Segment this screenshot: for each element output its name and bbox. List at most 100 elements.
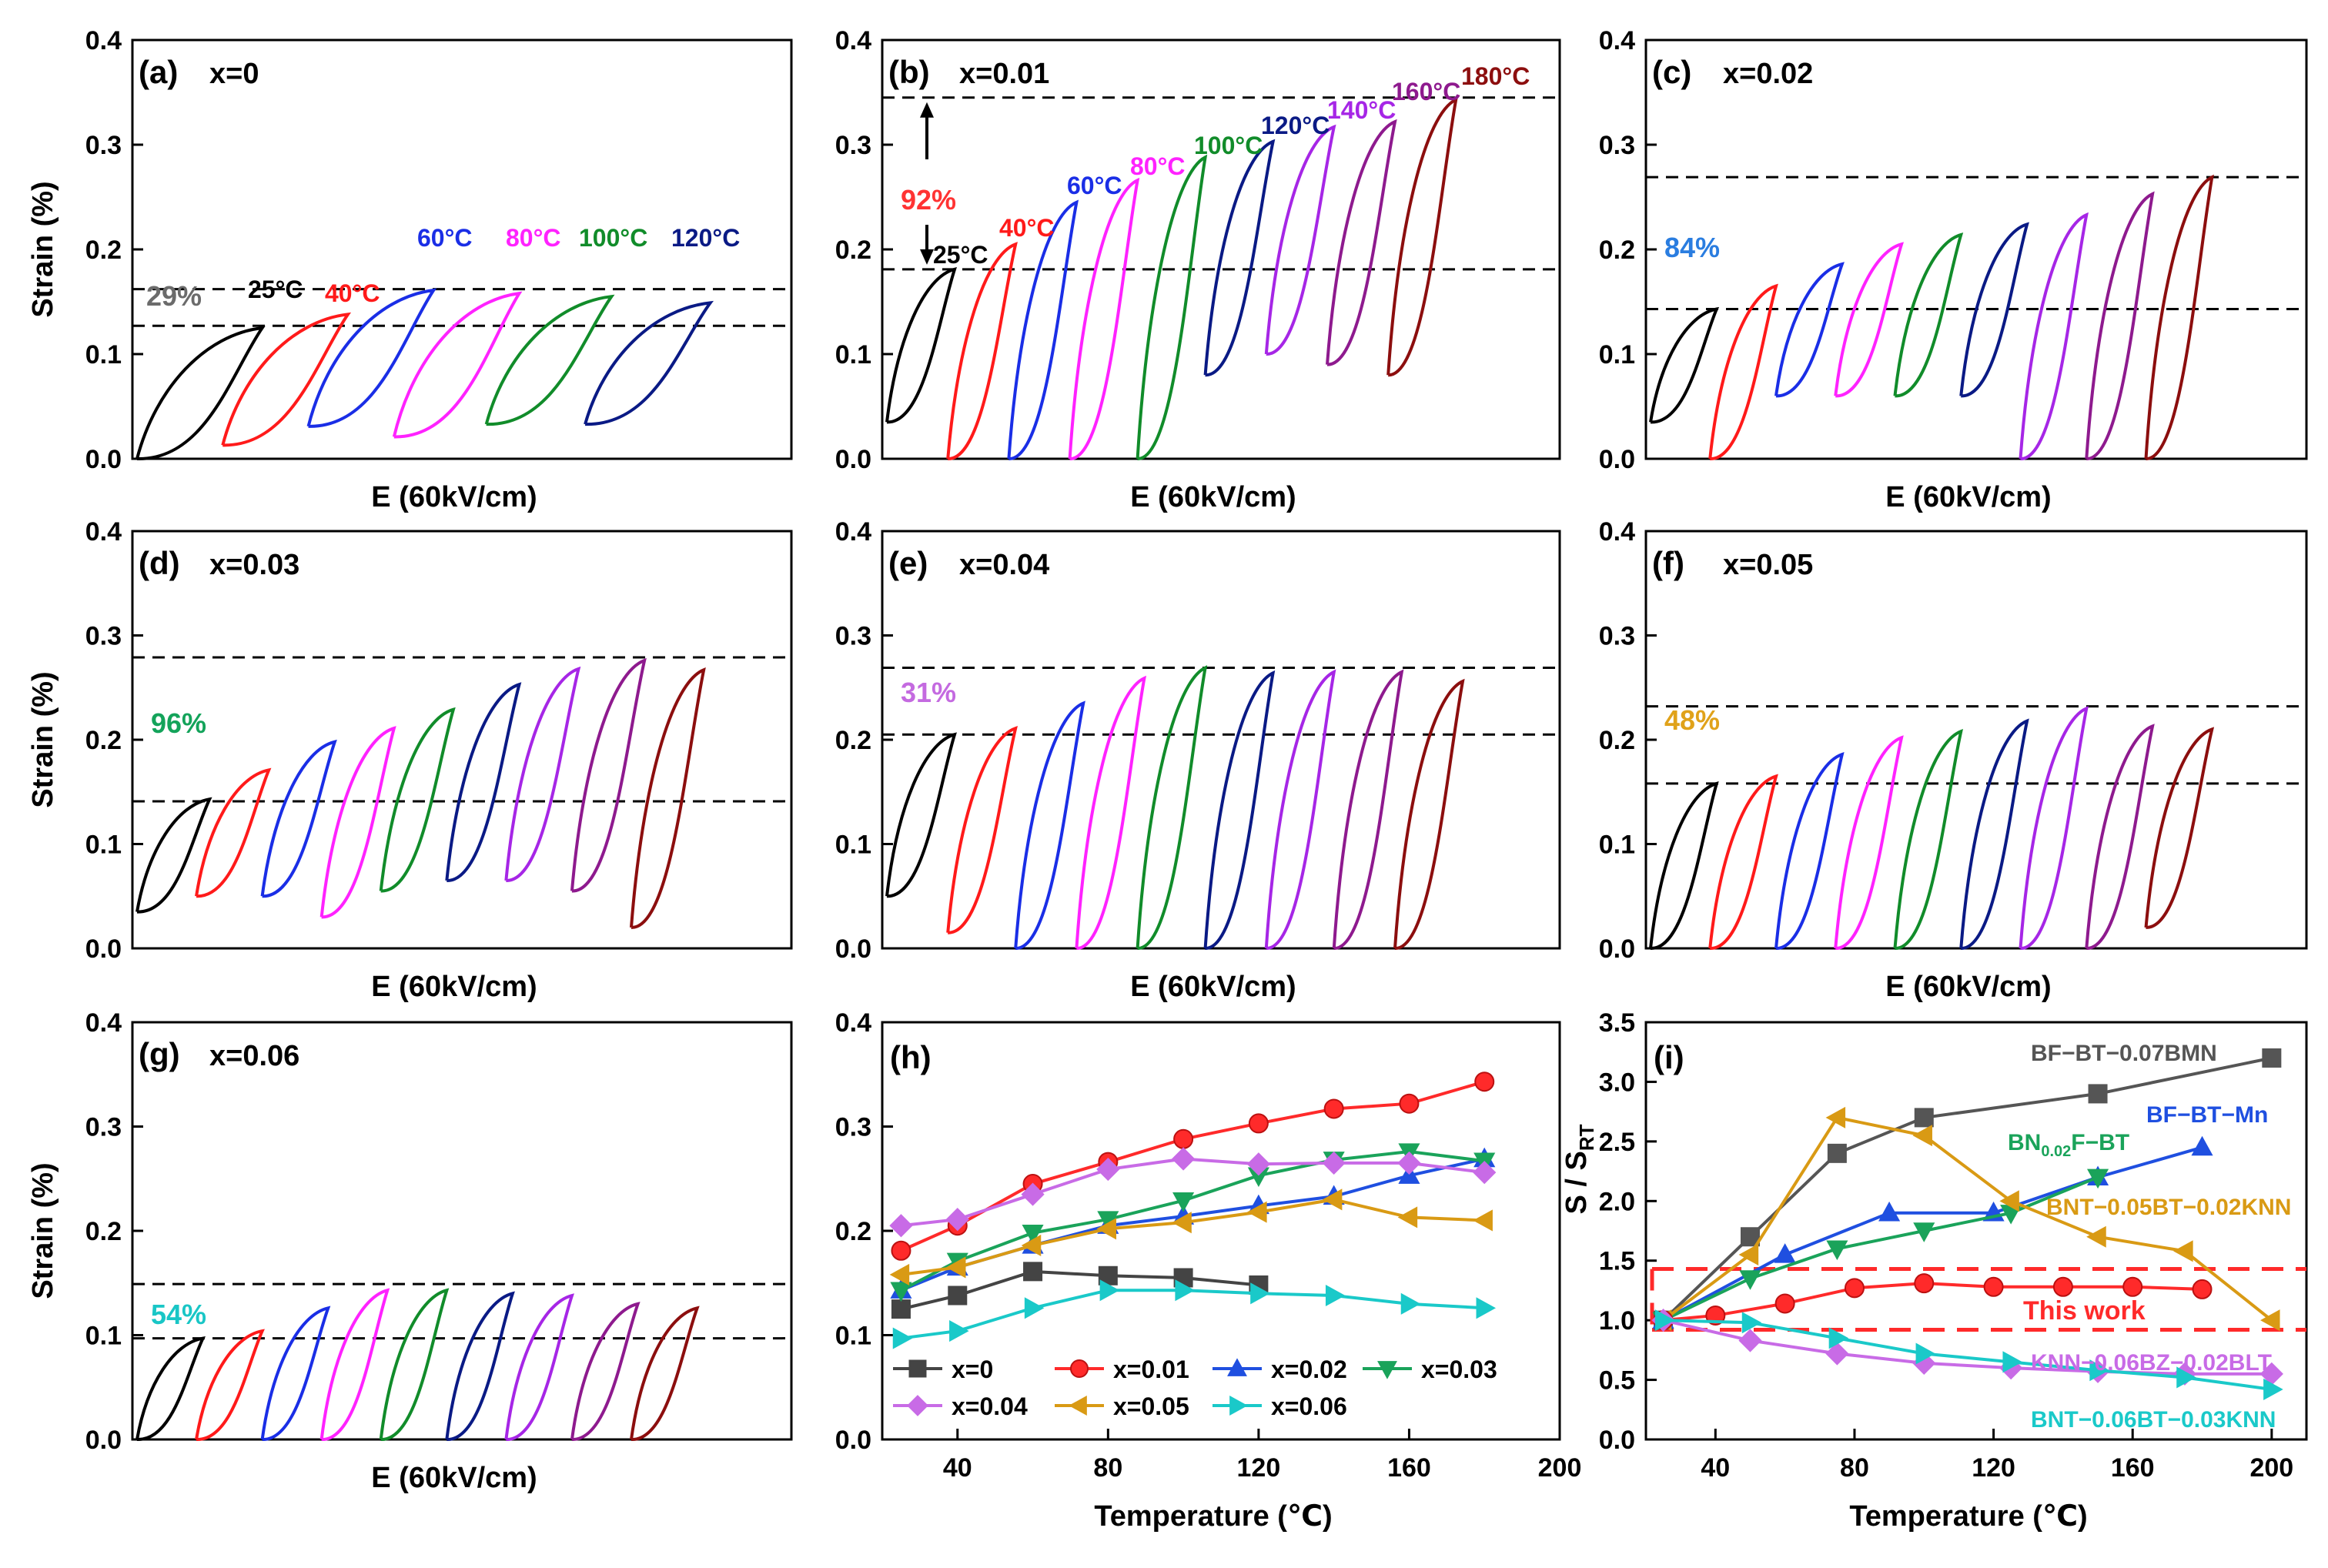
- composition-label: x=0.03: [209, 549, 299, 581]
- data-point: [2086, 1225, 2106, 1248]
- temperature-label: 140°C: [1327, 96, 1396, 124]
- series-label: BN0.02F−BT: [2008, 1130, 2129, 1160]
- data-point: [1983, 1276, 2004, 1297]
- data-point: [1250, 1282, 1270, 1305]
- y-axis-label: Strain (%): [27, 1162, 59, 1299]
- strain-loop-100C: [484, 294, 615, 426]
- strain-loop-160C: [570, 1302, 641, 1442]
- data-point: [889, 1214, 913, 1238]
- y-tick-label: 0.2: [85, 236, 122, 265]
- panel-label: (b): [888, 54, 930, 90]
- strain-loop-140C: [1264, 124, 1336, 356]
- y-tick-label: 0.0: [85, 445, 122, 474]
- series-label-tail: F−BT: [2071, 1130, 2129, 1155]
- strain-loop-100C: [1136, 665, 1208, 951]
- temperature-label: 80°C: [506, 224, 561, 252]
- legend-label: x=0.03: [1421, 1356, 1497, 1383]
- temperature-label: 80°C: [1130, 152, 1186, 180]
- data-point: [1397, 1206, 1418, 1229]
- series-line: [1662, 1145, 2203, 1322]
- strain-loop-60C: [260, 739, 337, 898]
- strain-loop-80C: [392, 291, 523, 439]
- strain-loop-80C: [319, 1288, 390, 1442]
- strain-gap-percent: 84%: [1664, 232, 1720, 263]
- plot-frame: [881, 530, 1561, 950]
- x-axis-label: E (60kV/cm): [371, 1462, 537, 1494]
- x-tick-label: 120: [1237, 1453, 1281, 1483]
- temperature-label: 40°C: [325, 279, 380, 307]
- data-point: [1476, 1297, 1497, 1319]
- y-tick-label: 0.5: [1599, 1366, 1635, 1396]
- y-tick-label: 0.2: [1599, 726, 1635, 755]
- data-point: [889, 1263, 910, 1285]
- y-tick-label: 0.3: [85, 131, 122, 160]
- data-point: [1248, 1113, 1269, 1134]
- data-point: [948, 1285, 968, 1306]
- strain-loop-60C: [260, 1306, 331, 1442]
- data-point: [1400, 1292, 1421, 1315]
- data-point: [2089, 1359, 2109, 1382]
- data-point: [1825, 1342, 1849, 1366]
- strain-loop-60C: [1014, 700, 1085, 951]
- data-point: [1070, 1359, 1089, 1378]
- data-point: [1322, 1151, 1346, 1175]
- data-point: [1021, 1182, 1045, 1206]
- y-tick-label: 0.0: [835, 445, 871, 474]
- strain-loop-40C: [1708, 774, 1778, 951]
- y-tick-label: 2.5: [1599, 1128, 1635, 1157]
- panel-h: 0.0 0.1 0.2 0.3 0.4 40 80 120 160 200 (h) x=0 x=0.01…: [835, 1008, 1582, 1533]
- strain-loop-60C: [1774, 751, 1845, 951]
- y-tick-label: 0.0: [1599, 934, 1635, 964]
- data-point: [1246, 1152, 1270, 1176]
- strain-loop-120C: [1959, 718, 2029, 951]
- series-label: This work: [2023, 1296, 2146, 1326]
- strain-loop-140C: [2019, 212, 2089, 461]
- data-point: [1172, 1192, 1195, 1212]
- data-point: [907, 1395, 928, 1416]
- y-tick-label: 0.1: [835, 340, 871, 369]
- legend-label: x=0.02: [1271, 1356, 1347, 1383]
- plot-frame: [1644, 1021, 2308, 1441]
- data-point: [1069, 1396, 1087, 1416]
- y-tick-label: 0.2: [835, 236, 871, 265]
- y-tick-label: 0.1: [1599, 340, 1635, 369]
- y-tick-label: 3.0: [1599, 1068, 1635, 1097]
- data-point: [1738, 1243, 1759, 1266]
- strain-loop-120C: [584, 300, 714, 426]
- panel-label: (i): [1654, 1039, 1684, 1075]
- data-point: [2088, 1084, 2108, 1104]
- strain-loop-25C: [135, 797, 212, 914]
- strain-loop-40C: [195, 767, 272, 898]
- panel-label: (d): [139, 545, 180, 581]
- data-point: [1828, 1327, 1849, 1349]
- y-tick-label: 0.4: [85, 517, 122, 547]
- panel-g: 0.0 0.1 0.2 0.3 0.4 54% (g) x=0.06 E (60kV/cm) St…: [27, 1008, 793, 1494]
- strain-gap-percent: 48%: [1664, 704, 1720, 736]
- y-tick-label: 0.1: [835, 1322, 871, 1351]
- data-point: [1377, 1361, 1397, 1379]
- strain-loop-120C: [1203, 139, 1276, 377]
- strain-loop-25C: [135, 326, 266, 461]
- data-point: [892, 1327, 913, 1349]
- data-point: [1738, 1329, 1762, 1352]
- y-tick-label: 0.0: [85, 934, 122, 964]
- panel-label: (h): [890, 1039, 932, 1075]
- y-tick-label: 0.1: [85, 1322, 122, 1351]
- data-point: [949, 1320, 969, 1342]
- y-tick-label: 0.2: [835, 726, 871, 755]
- series-line: [1662, 1056, 2273, 1322]
- data-point: [1323, 1098, 1344, 1119]
- composition-label: x=0: [209, 58, 259, 90]
- temperature-label: 120°C: [1261, 112, 1330, 139]
- x-tick-label: 40: [1701, 1453, 1730, 1483]
- x-axis-label: Temperature (℃): [1849, 1500, 2087, 1533]
- data-point: [2173, 1240, 2193, 1262]
- composition-label: x=0.01: [959, 58, 1049, 90]
- y-tick-label: 0.3: [85, 622, 122, 651]
- data-point: [1999, 1190, 2019, 1212]
- legend-label: x=0: [952, 1356, 993, 1383]
- y-axis-label: Strain (%): [27, 671, 59, 807]
- temperature-label: 60°C: [1067, 172, 1122, 199]
- strain-loop-160C: [1332, 669, 1404, 951]
- data-point: [1172, 1147, 1196, 1171]
